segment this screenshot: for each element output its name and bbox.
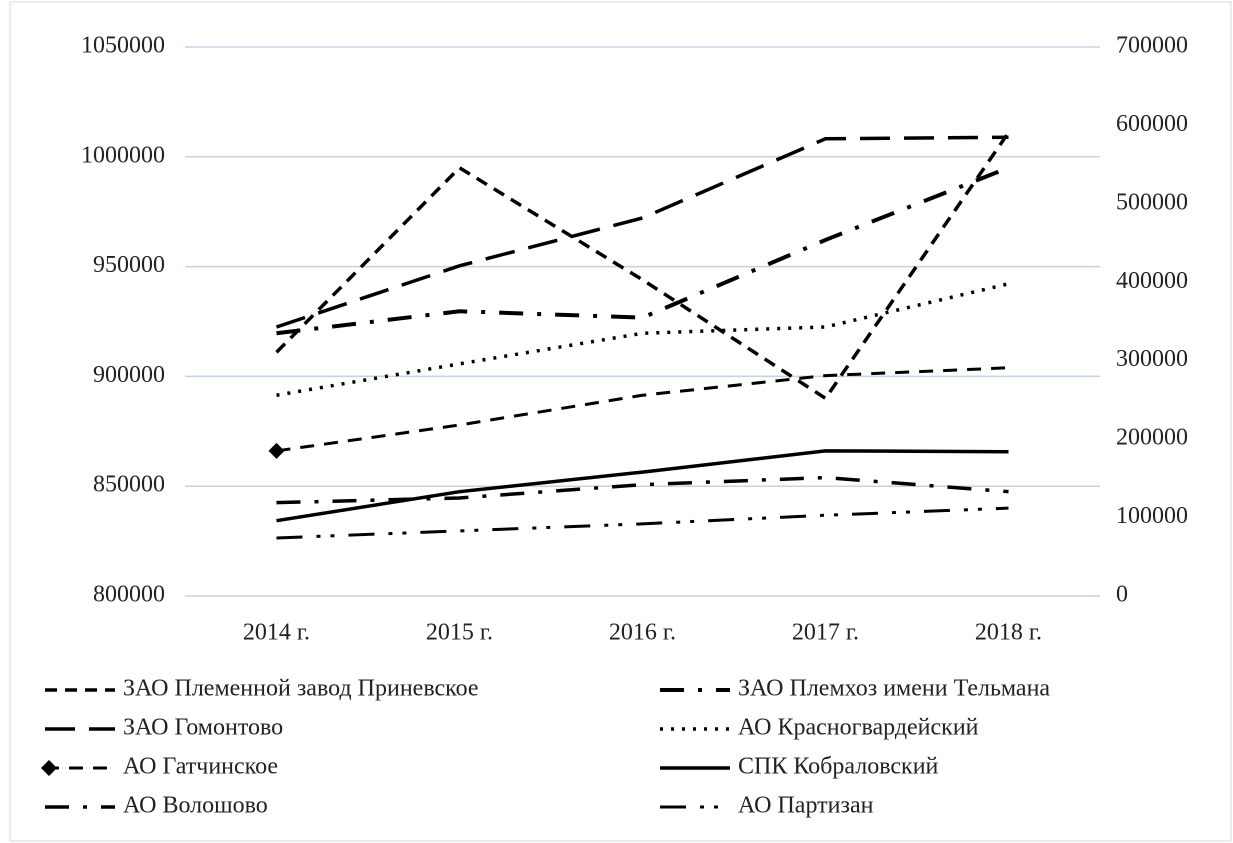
x-tick-label: 2015 г. [426,620,493,646]
legend-label: АО Гатчинское [123,754,278,780]
x-tick-label: 2014 г. [243,620,310,646]
y2-tick-label: 400000 [1116,268,1188,294]
series-line [276,282,1009,397]
y-tick-label: 850000 [93,472,165,498]
legend-label: ЗАО Племенной завод Приневское [123,676,479,702]
y2-tick-label: 300000 [1116,346,1188,372]
y2-tick-label: 200000 [1116,425,1188,451]
y-tick-label: 950000 [93,252,165,278]
series-line [276,475,1009,505]
y2-tick-label: 0 [1116,582,1128,608]
legend-label: АО Волошово [123,793,268,819]
legend-label: АО Партизан [738,793,874,819]
chart-border [9,1,1232,842]
legend-label: СПК Кобраловский [738,754,939,780]
x-tick-label: 2017 г. [792,620,859,646]
legend-marker [41,760,57,776]
y2-tick-label: 600000 [1116,111,1188,137]
x-tick-label: 2016 г. [609,620,676,646]
legend-label: ЗАО Племхоз имени Тельмана [738,676,1050,702]
y-tick-label: 800000 [93,582,165,608]
series-line [276,506,1009,540]
series-line [276,165,1010,336]
series-line [275,135,1009,329]
y-tick-label: 1050000 [81,33,165,59]
y2-tick-label: 100000 [1116,503,1188,529]
legend-label: ЗАО Гомонтово [123,715,283,741]
y-tick-label: 1000000 [81,142,165,168]
y2-tick-label: 500000 [1116,189,1188,215]
x-tick-label: 2018 г. [975,620,1042,646]
point-marker [268,442,285,459]
series-line [276,449,1009,523]
series-line [276,366,1009,453]
legend-label: АО Красногвардейский [738,715,979,741]
y-tick-label: 900000 [93,362,165,388]
y2-tick-label: 700000 [1116,33,1188,59]
